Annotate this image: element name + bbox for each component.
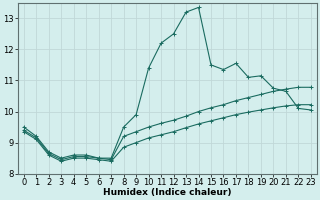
X-axis label: Humidex (Indice chaleur): Humidex (Indice chaleur)	[103, 188, 232, 197]
